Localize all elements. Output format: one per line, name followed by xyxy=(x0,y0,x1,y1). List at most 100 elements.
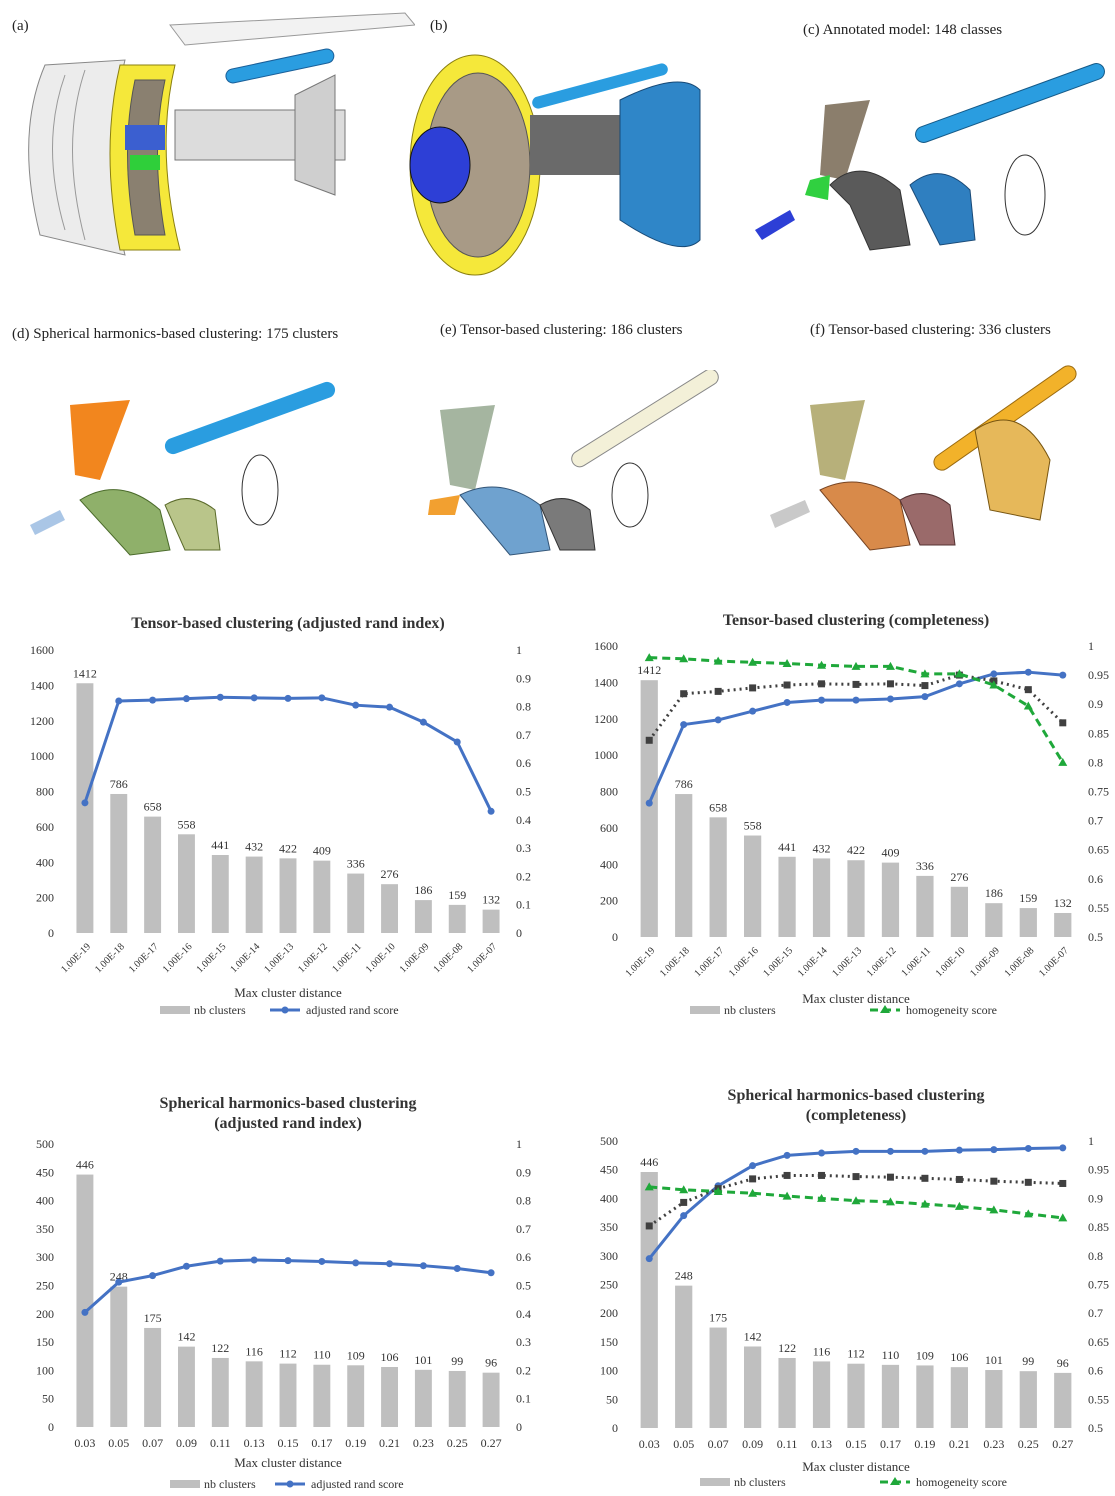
series-point xyxy=(250,694,258,702)
y-right-tick-label: 0.85 xyxy=(1088,726,1109,740)
y-left-tick-label: 1600 xyxy=(594,639,618,653)
bar xyxy=(279,1363,297,1427)
series-point xyxy=(748,1188,758,1197)
series-point xyxy=(149,1272,157,1280)
series-point xyxy=(318,1257,326,1265)
series-point xyxy=(749,1175,757,1183)
legend-label-bars: nb clusters xyxy=(204,1477,256,1491)
series-point xyxy=(318,694,326,702)
y-left-tick-label: 200 xyxy=(36,1307,54,1321)
series-point xyxy=(990,670,998,678)
bar xyxy=(778,856,796,937)
bar xyxy=(1054,1372,1072,1428)
x-tick-label: 0.25 xyxy=(1018,1437,1039,1451)
bar-data-label: 432 xyxy=(245,840,263,854)
series-point xyxy=(885,1197,895,1206)
series-point xyxy=(920,669,930,678)
x-tick-label: 0.07 xyxy=(142,1436,163,1450)
tensor-186-cluster-render xyxy=(428,370,719,556)
bar-data-label: 422 xyxy=(279,841,297,855)
bar-data-label: 110 xyxy=(313,1348,331,1362)
x-tick-label: 0.05 xyxy=(108,1436,129,1450)
x-axis-label: Max cluster distance xyxy=(802,991,910,1006)
y-right-tick-label: 0 xyxy=(516,1420,522,1434)
series-point xyxy=(749,1162,757,1170)
y-right-tick-label: 0.95 xyxy=(1088,1163,1109,1177)
bar xyxy=(950,1367,968,1428)
series-point xyxy=(1024,1144,1032,1152)
bar-data-label: 109 xyxy=(916,1348,934,1362)
y-left-tick-label: 300 xyxy=(600,1249,618,1263)
x-tick-label: 0.25 xyxy=(447,1436,468,1450)
y-left-tick-label: 450 xyxy=(36,1165,54,1179)
bar xyxy=(482,909,500,933)
series-point xyxy=(352,701,360,709)
bar-data-label: 122 xyxy=(211,1341,229,1355)
legend-label-line: adjusted rand score xyxy=(306,1003,399,1017)
fan-render xyxy=(409,54,701,276)
series-point xyxy=(1059,1179,1067,1187)
bar xyxy=(347,1365,365,1427)
series-point xyxy=(419,1262,427,1270)
chart-title-line-2: (completeness) xyxy=(806,1107,906,1124)
x-tick-label: 0.09 xyxy=(742,1437,763,1451)
bar-data-label: 658 xyxy=(144,800,162,814)
series-point xyxy=(386,703,394,711)
y-left-tick-label: 150 xyxy=(600,1335,618,1349)
x-tick-label: 0.23 xyxy=(413,1436,434,1450)
legend-marker xyxy=(281,1006,289,1014)
series-point xyxy=(852,1173,860,1181)
bar-data-label: 132 xyxy=(482,893,500,907)
bar-data-label: 409 xyxy=(881,846,899,860)
x-tick-label: 0.05 xyxy=(673,1437,694,1451)
bar-data-label: 159 xyxy=(448,888,466,902)
bar-data-label: 122 xyxy=(778,1341,796,1355)
bar xyxy=(1019,1371,1037,1428)
y-right-tick-label: 0.6 xyxy=(1088,1364,1103,1378)
x-tick-label: 0.15 xyxy=(278,1436,299,1450)
y-right-tick-label: 0.7 xyxy=(516,728,531,742)
series-point xyxy=(851,661,861,670)
series-point xyxy=(818,696,826,704)
series-point xyxy=(886,695,894,703)
bar-data-label: 658 xyxy=(709,800,727,814)
bar-data-label: 186 xyxy=(414,883,432,897)
y-left-tick-label: 600 xyxy=(600,821,618,835)
series-point xyxy=(115,697,123,705)
bar xyxy=(985,1370,1003,1428)
bar xyxy=(675,1285,693,1428)
x-tick-label: 0.03 xyxy=(74,1436,95,1450)
y-right-tick-label: 0.3 xyxy=(516,1335,531,1349)
series-point xyxy=(886,680,894,688)
y-left-tick-label: 150 xyxy=(36,1335,54,1349)
y-right-tick-label: 0.9 xyxy=(1088,1191,1103,1205)
annotated-model-render xyxy=(755,63,1105,251)
y-right-tick-label: 0.75 xyxy=(1088,785,1109,799)
series-point xyxy=(921,682,929,690)
series-point xyxy=(714,687,722,695)
bar xyxy=(178,1346,195,1427)
y-left-tick-label: 400 xyxy=(36,1194,54,1208)
series-point xyxy=(818,1171,826,1179)
x-tick-label: 0.21 xyxy=(379,1436,400,1450)
series-point xyxy=(818,680,826,688)
y-right-tick-label: 0.9 xyxy=(516,1165,531,1179)
series-point xyxy=(852,680,860,688)
bar-data-label: 446 xyxy=(640,1155,658,1169)
series-point xyxy=(284,1257,292,1265)
y-right-tick-label: 1 xyxy=(516,643,522,657)
bar-data-label: 159 xyxy=(1019,891,1037,905)
x-tick-label: 0.13 xyxy=(244,1436,265,1450)
y-right-tick-label: 0.4 xyxy=(516,813,531,827)
x-tick-label: 0.11 xyxy=(210,1436,231,1450)
legend-swatch-bars xyxy=(690,1006,720,1014)
x-tick-label: 0.23 xyxy=(983,1437,1004,1451)
legend-label-line: homogeneity score xyxy=(906,1003,997,1017)
bar-data-label: 175 xyxy=(144,1311,162,1325)
bar-data-label: 142 xyxy=(177,1330,195,1344)
series-point xyxy=(1024,668,1032,676)
series-point xyxy=(783,698,791,706)
chart-title: Tensor-based clustering (adjusted rand i… xyxy=(131,615,445,632)
